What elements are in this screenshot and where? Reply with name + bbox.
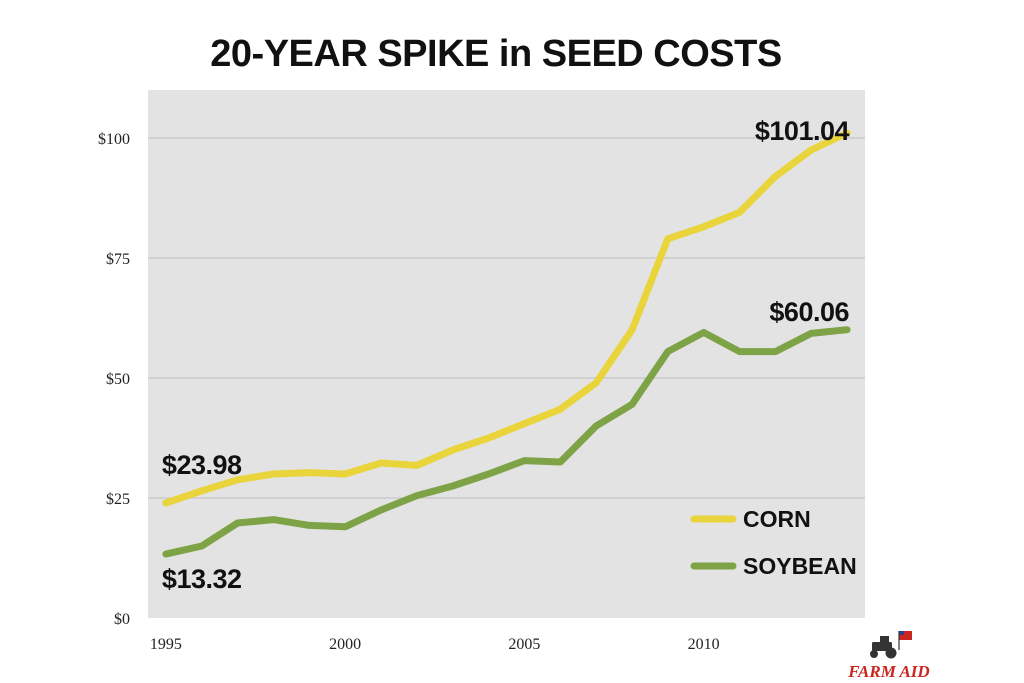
data-point-soybean [665,349,671,355]
value-callout: $60.06 [769,297,849,327]
value-callout: $101.04 [755,116,850,146]
data-point-corn [557,406,563,412]
value-callout: $13.32 [162,564,242,594]
data-point-corn [665,236,671,242]
legend-label-soybean: SOYBEAN [743,553,857,579]
data-point-corn [199,488,205,494]
data-point-soybean [450,483,456,489]
data-point-corn [701,224,707,230]
y-tick-label: $25 [106,491,130,508]
data-point-soybean [378,507,384,513]
legend-label-corn: CORN [743,506,811,532]
data-point-soybean [270,517,276,523]
data-point-corn [772,173,778,179]
data-point-corn [163,500,169,506]
x-tick-label: 2000 [329,636,361,653]
data-point-soybean [808,330,814,336]
data-point-soybean [163,551,169,557]
data-point-corn [521,421,527,427]
data-point-soybean [342,524,348,530]
data-point-corn [844,130,850,136]
y-tick-label: $100 [98,131,130,148]
data-point-soybean [306,522,312,528]
value-callouts: $23.98 $13.32 $101.04 $60.06 [162,116,850,594]
data-point-soybean [486,471,492,477]
data-point-corn [235,477,241,483]
series-line-corn [162,129,851,507]
data-point-soybean [737,349,743,355]
data-point-soybean [844,327,850,333]
farm-aid-logo: FARM AID [847,631,930,681]
tractor-with-flag-icon [870,631,912,659]
x-tick-label: 2010 [688,636,720,653]
x-tick-label: 2005 [508,636,540,653]
series-lines [162,129,851,558]
y-tick-label: $50 [106,371,130,388]
data-point-corn [486,435,492,441]
data-point-soybean [772,349,778,355]
data-point-soybean [414,493,420,499]
data-point-soybean [235,520,241,526]
data-point-soybean [629,401,635,407]
data-point-corn [737,209,743,215]
data-point-soybean [593,423,599,429]
data-point-soybean [199,543,205,549]
legend: CORN SOYBEAN [690,506,857,579]
chart-title: 20-YEAR SPIKE in SEED COSTS [210,33,781,75]
data-point-corn [450,447,456,453]
series-line-soybean [162,326,851,558]
data-point-corn [306,470,312,476]
data-point-soybean [557,459,563,465]
data-point-corn [414,462,420,468]
data-point-corn [629,327,635,333]
data-point-corn [270,471,276,477]
y-axis-ticks: $0 $25 $50 $75 $100 [98,131,130,628]
value-callout: $23.98 [162,450,242,480]
x-tick-label: 1995 [150,636,182,653]
x-axis-ticks: 1995 2000 2005 2010 [150,636,720,653]
grid-lines [148,137,865,499]
data-point-corn [378,460,384,466]
data-point-corn [342,471,348,477]
data-point-soybean [701,329,707,335]
logo-text: FARM AID [847,662,929,681]
data-point-corn [808,147,814,153]
y-tick-label: $0 [114,611,130,628]
data-point-corn [593,380,599,386]
y-tick-label: $75 [106,251,130,268]
data-point-soybean [521,458,527,464]
